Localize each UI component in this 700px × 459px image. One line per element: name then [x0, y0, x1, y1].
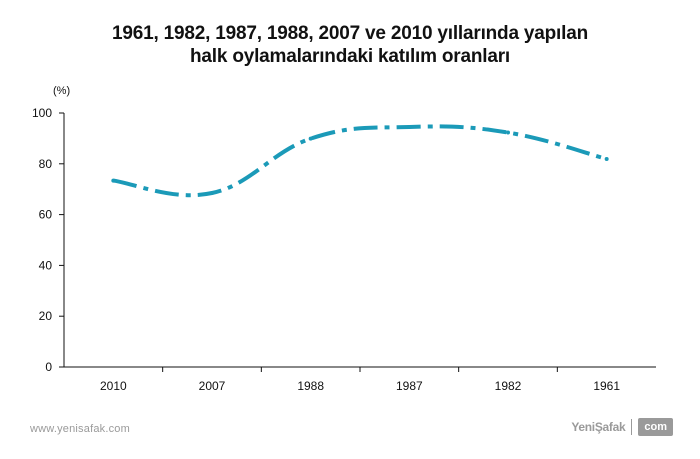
data-point: [210, 191, 214, 196]
brand-logo-name: YeniŞafak: [571, 420, 626, 434]
data-point: [308, 136, 313, 141]
y-tick-label: 60: [39, 208, 53, 222]
series-line: [113, 124, 608, 198]
x-tick-label: 1987: [396, 379, 423, 393]
x-tick-label: 1982: [495, 379, 522, 393]
x-tick-label: 2010: [100, 379, 127, 393]
data-point: [111, 178, 116, 183]
brand-logo-divider: [631, 419, 633, 435]
chart-title-line-2: halk oylamalarındaki katılım oranları: [190, 46, 510, 67]
chart-series-layer: [111, 124, 609, 198]
chart-axes: 0 20 40 60 80 100 2010 2007 1988 1987 1982 1961: [32, 106, 656, 393]
chart-title-line-1: 1961, 1982, 1987, 1988, 2007 ve 2010 yıl…: [112, 23, 588, 44]
x-tick-label: 1988: [297, 379, 324, 393]
x-tick-label: 2007: [199, 379, 226, 393]
data-point: [604, 156, 609, 161]
x-tick-label: 1961: [593, 379, 620, 393]
footer-url[interactable]: www.yenisafak.com: [30, 423, 130, 435]
y-axis-unit-label: (%): [53, 85, 70, 97]
y-tick-label: 100: [32, 106, 52, 120]
y-tick-label: 20: [39, 309, 53, 323]
data-point: [407, 124, 412, 129]
data-point: [506, 130, 510, 135]
brand-logo[interactable]: YeniŞafak com: [571, 417, 673, 437]
y-tick-label: 0: [45, 360, 52, 374]
brand-logo-suffix: com: [638, 418, 673, 436]
chart-title: 1961, 1982, 1987, 1988, 2007 ve 2010 yıl…: [0, 22, 700, 68]
y-tick-label: 40: [39, 258, 53, 272]
y-tick-label: 80: [39, 157, 53, 171]
